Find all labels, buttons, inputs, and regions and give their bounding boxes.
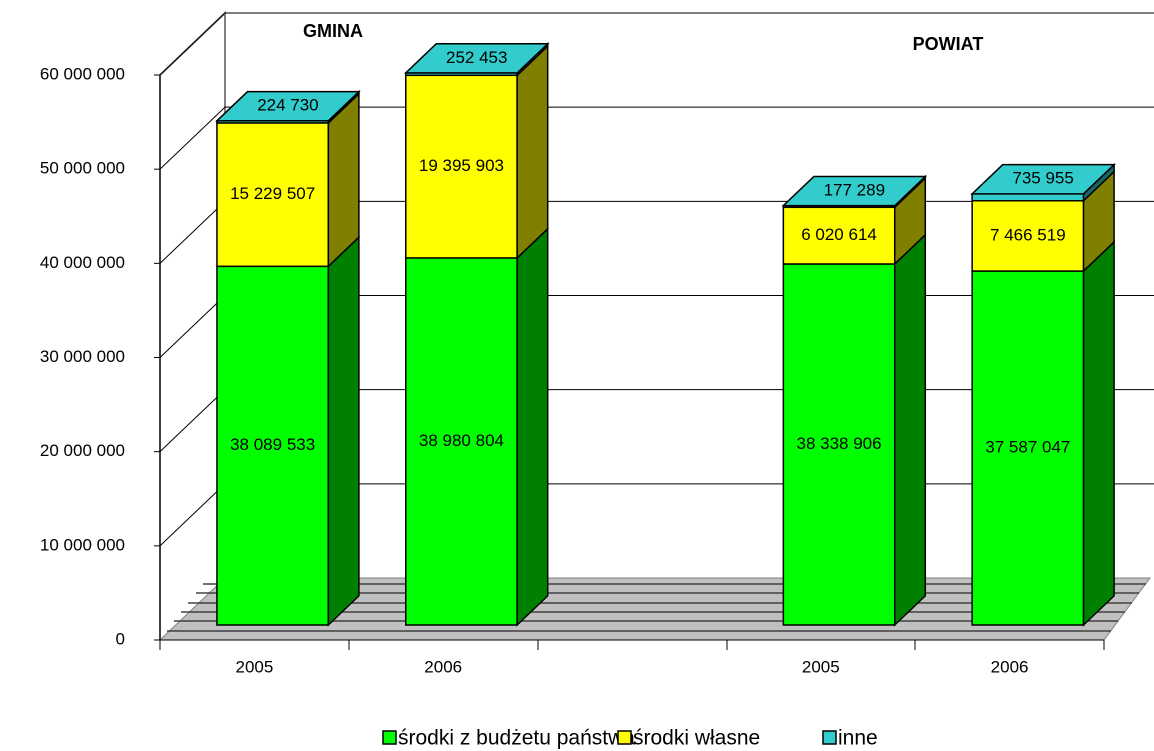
bar-front (405, 257, 518, 626)
bar-side (893, 233, 927, 627)
data-label: 37 587 047 (985, 438, 1070, 457)
data-label: 7 466 519 (990, 225, 1066, 244)
data-label: 15 229 507 (230, 184, 315, 203)
bar-side (327, 92, 360, 269)
y-tick-label: 10 000 000 (40, 535, 125, 554)
legend-label: inne (838, 727, 878, 750)
grid-line (159, 12, 1154, 76)
y-tick-label: 50 000 000 (40, 159, 125, 178)
x-tick-label: 2006 (424, 657, 462, 676)
annotation: POWIAT (913, 34, 984, 54)
bar-front (216, 122, 330, 268)
bar-front (971, 199, 1085, 272)
data-label: 38 980 804 (419, 431, 504, 450)
grid-line (159, 106, 1154, 170)
data-label: 19 395 903 (419, 156, 504, 175)
data-label: 735 955 (1012, 169, 1073, 188)
bar-top (403, 43, 550, 74)
y-tick-label: 0 (116, 629, 125, 648)
bar-top (781, 175, 928, 207)
x-tick-marks (159, 640, 1105, 650)
data-label: 224 730 (257, 96, 318, 115)
bar-front (405, 74, 518, 259)
x-tick-label: 2005 (235, 657, 273, 676)
annotation: GMINA (303, 21, 363, 41)
legend-label: środki własne (633, 727, 760, 750)
data-label: 252 453 (446, 48, 507, 67)
data-label: 38 338 906 (797, 434, 882, 453)
y-tick-label: 60 000 000 (40, 64, 125, 83)
bar-front (782, 206, 896, 265)
legend-swatch (617, 730, 632, 745)
bar-top (215, 90, 361, 122)
y-tick-label: 40 000 000 (40, 253, 125, 272)
x-tick-label: 2005 (802, 657, 840, 676)
data-label: 177 289 (824, 181, 885, 200)
legend-swatch (822, 730, 837, 745)
bar-front (971, 270, 1085, 626)
bar-side (516, 44, 549, 260)
legend-label: środki z budżetu państwa (398, 727, 635, 750)
x-tick-label: 2006 (991, 657, 1029, 676)
legend-swatch (382, 730, 397, 745)
bar-top (970, 163, 1116, 195)
y-tick-label: 20 000 000 (40, 441, 125, 460)
bar-front (216, 265, 330, 626)
bar-side (516, 227, 549, 627)
bar-side (327, 235, 360, 627)
bar-front (782, 263, 896, 626)
bar-side (1082, 240, 1115, 627)
y-tick-label: 30 000 000 (40, 347, 125, 366)
bar-front (971, 193, 1085, 202)
data-label: 6 020 614 (801, 225, 877, 244)
data-label: 38 089 533 (230, 435, 315, 454)
